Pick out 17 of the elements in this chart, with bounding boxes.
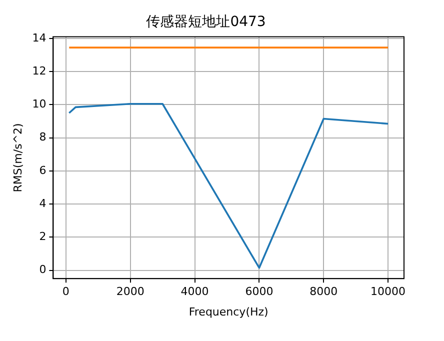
y-tick-label: 14	[32, 31, 46, 44]
y-tick-label: 4	[39, 196, 46, 210]
x-tick-label: 0	[62, 285, 70, 298]
y-tick-label: 0	[39, 263, 46, 276]
y-tick-label: 12	[32, 64, 46, 78]
x-tick-label: 8000	[310, 285, 338, 298]
y-tick-label: 6	[39, 164, 46, 177]
chart-title: 传感器短地址0473	[146, 14, 266, 30]
x-tick-label: 10000	[370, 285, 406, 298]
x-tick-label: 6000	[245, 285, 274, 298]
x-tick-label: 2000	[116, 285, 144, 298]
y-axis-title: RMS(m/s^2)	[11, 123, 24, 192]
x-tick-label: 4000	[180, 285, 209, 298]
y-tick-label: 2	[39, 230, 46, 244]
y-tick-label: 8	[39, 130, 46, 144]
y-tick-label: 10	[32, 98, 46, 111]
x-axis-title: Frequency(Hz)	[188, 305, 268, 318]
